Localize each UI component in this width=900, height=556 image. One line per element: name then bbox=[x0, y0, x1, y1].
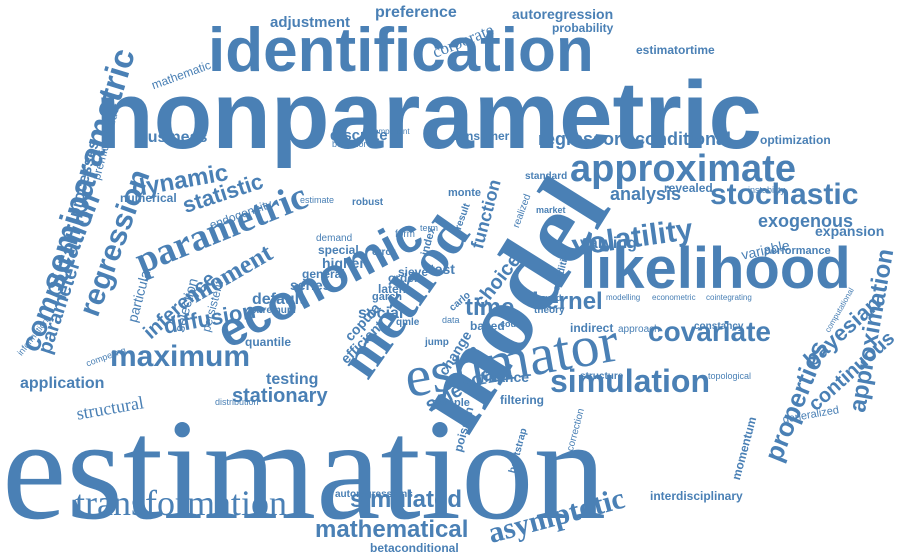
word-kernel: kernel bbox=[532, 288, 603, 315]
word-mathematical: mathematical bbox=[315, 516, 469, 543]
word-topological: topological bbox=[708, 371, 752, 381]
word-approximate: approximate bbox=[570, 148, 796, 190]
word-qmle: qmle bbox=[396, 317, 420, 328]
word-interdisciplinary: interdisciplinary bbox=[650, 489, 743, 503]
word-betaconditional: betaconditional bbox=[370, 541, 459, 555]
word-preference: preference bbox=[375, 4, 457, 21]
word-theory: theory bbox=[534, 305, 565, 316]
word-cointegrating: cointegrating bbox=[706, 293, 752, 302]
word-expansion: expansion bbox=[815, 223, 885, 239]
word-distribution: distribution bbox=[215, 397, 259, 407]
word-order: order bbox=[388, 271, 419, 285]
word-default: default bbox=[252, 291, 305, 308]
word-optimization: optimization bbox=[760, 133, 831, 147]
word-structure: structure bbox=[580, 371, 624, 382]
word-time: time bbox=[465, 294, 515, 321]
word-count: count bbox=[500, 319, 525, 329]
word-performance: performance bbox=[764, 245, 831, 257]
word-series: series bbox=[290, 277, 331, 293]
word-error: error bbox=[372, 247, 396, 258]
word-simulation: simulation bbox=[550, 363, 711, 399]
word-sieve: sieve bbox=[398, 265, 429, 279]
word-data: data bbox=[442, 315, 460, 325]
word-covariate: covariate bbox=[648, 316, 771, 347]
word-monte: monte bbox=[448, 187, 481, 199]
word-finance: finance bbox=[480, 369, 530, 385]
word-consumer: consumer bbox=[452, 129, 510, 143]
word-component: component bbox=[370, 127, 410, 136]
word-identification: identification bbox=[208, 16, 594, 85]
word-discrete: discrete bbox=[330, 127, 388, 144]
word-testing: testing bbox=[266, 371, 319, 388]
word-indirect: indirect bbox=[570, 321, 614, 335]
word-result: result bbox=[453, 202, 473, 232]
word-estimation: estimation bbox=[2, 390, 607, 550]
word-analysis: analysis bbox=[610, 184, 682, 204]
word-demand: demand bbox=[316, 233, 353, 244]
word-probability: probability bbox=[552, 21, 614, 35]
word-higher: higher bbox=[322, 255, 365, 271]
word-autoregressions: autoregressions bbox=[335, 489, 413, 500]
word-constancy: constancy bbox=[694, 321, 744, 332]
word-filtering: filtering bbox=[500, 393, 544, 407]
word-modelling: modelling bbox=[606, 293, 641, 302]
word-market: market bbox=[536, 205, 566, 215]
word-adjustment: adjustment bbox=[270, 14, 351, 31]
word-momentum: momentum bbox=[729, 415, 760, 482]
word-nonparametric: nonparametric bbox=[95, 62, 762, 169]
word-particular: particular bbox=[124, 264, 155, 324]
word-test: test bbox=[430, 261, 455, 277]
word-numerical: numerical bbox=[120, 191, 177, 205]
word-robust: robust bbox=[352, 197, 384, 208]
word-likelihood: likelihood bbox=[580, 236, 851, 301]
word-estimate: estimate bbox=[300, 195, 335, 205]
word-varying: varying bbox=[580, 235, 637, 252]
word-simulated: simulated bbox=[350, 486, 463, 513]
word-based: based bbox=[470, 319, 505, 333]
word-maximum: maximum bbox=[110, 340, 251, 373]
word-bound: bound bbox=[534, 293, 562, 303]
word-behavior: behavior bbox=[332, 139, 367, 149]
word-term: term bbox=[420, 223, 438, 233]
word-approach: approach bbox=[618, 324, 660, 335]
word-latent: latent bbox=[378, 282, 411, 296]
word-econometric: econometric bbox=[652, 293, 696, 302]
word-quantile: quantile bbox=[245, 335, 292, 349]
word-transformation: transformation bbox=[75, 483, 287, 523]
word-autoregression: autoregression bbox=[512, 6, 614, 22]
word-standard: standard bbox=[525, 171, 568, 182]
word-special: special bbox=[318, 243, 359, 257]
word-conditional: conditional bbox=[635, 129, 731, 149]
word-revealed: revealed bbox=[664, 181, 713, 195]
word-extremum: extremum bbox=[248, 305, 296, 316]
word-stochastic: stochastic bbox=[710, 178, 859, 211]
word-jump: jump bbox=[425, 337, 449, 348]
word-stationary: stationary bbox=[232, 385, 328, 407]
word-social: social bbox=[358, 305, 404, 322]
word-instability: instability bbox=[748, 185, 786, 195]
word-sample: sample bbox=[432, 397, 470, 409]
word-exogenous: exogenous bbox=[758, 211, 854, 231]
word-regressor: regressor bbox=[538, 129, 622, 149]
word-application: application bbox=[20, 375, 105, 392]
word-estimatortime: estimatortime bbox=[636, 43, 715, 57]
word-garch: garch bbox=[372, 291, 402, 303]
word-business: business bbox=[138, 129, 208, 146]
word-form: form bbox=[395, 229, 415, 240]
word-general: general bbox=[302, 267, 345, 281]
